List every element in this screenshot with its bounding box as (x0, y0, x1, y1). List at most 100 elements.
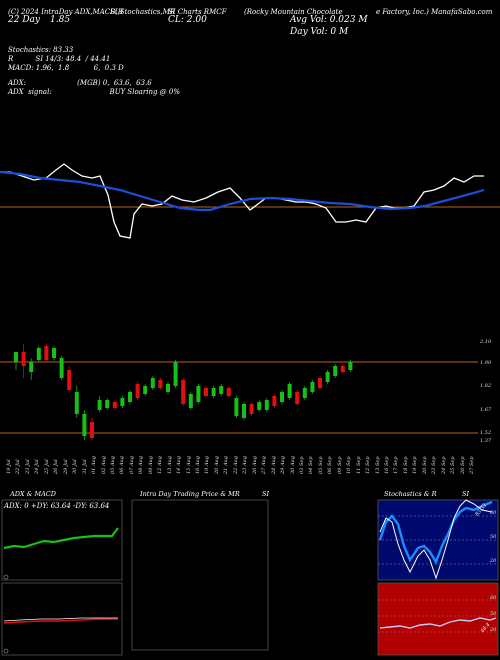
date-tick-label: 27 Sep (469, 456, 476, 474)
date-tick-label: 04 Sep (308, 456, 315, 474)
date-tick-label: 08 Aug (138, 456, 145, 474)
candle-body (67, 370, 72, 390)
date-label: 22 Day (8, 15, 40, 25)
candle-body (59, 358, 64, 378)
header-line1-mid2: SI Charts RMCF (168, 8, 227, 16)
candle-body (143, 386, 148, 394)
intra-panel-title: Intra Day Trading Price & MR (140, 490, 240, 498)
candle-body (150, 378, 155, 388)
candle-body (120, 398, 125, 406)
date-tick-label: 15 Aug (185, 456, 192, 474)
date-tick-label: 13 Sep (374, 456, 381, 474)
candle-body (112, 402, 117, 408)
date-tick-label: 31 Jul (81, 459, 88, 474)
close-label: CL: 2.00 (168, 15, 207, 25)
price-label: 1.52 (480, 430, 492, 436)
header-line1-mid: SI,Stochastics,MR (110, 8, 176, 16)
date-tick-label: 19 Sep (412, 456, 419, 474)
candle-body (74, 392, 79, 414)
candle-body (234, 398, 239, 416)
date-tick-label: 13 Aug (166, 456, 173, 474)
date-tick-label: 19 Jul (6, 459, 12, 474)
candlesticks (14, 344, 353, 440)
date-tick-label: 26 Aug (251, 456, 258, 474)
stochastics-readout: Stochastics: 83.33 (8, 46, 74, 54)
candle-body (181, 380, 186, 404)
price-label: 1.90 (480, 360, 492, 366)
candle-body (188, 394, 193, 408)
date-tick-label: 05 Sep (317, 456, 324, 474)
candle-body (44, 346, 49, 360)
candle-body (90, 422, 94, 438)
price-label: 1.67 (480, 407, 492, 413)
date-tick-label: 09 Aug (147, 456, 154, 474)
macd-readout: MACD: 1.96, 1.8 6, 0.3 D (8, 64, 124, 72)
date-tick-label: 19 Aug (204, 456, 211, 474)
date-tick-label: 12 Sep (365, 456, 372, 474)
candle-body (211, 388, 216, 396)
date-tick-label: 24 Sep (440, 456, 447, 474)
avg-vol-label: Avg Vol: 0.023 M (290, 15, 368, 25)
candle-body (310, 382, 315, 392)
candle-body (249, 404, 254, 414)
candle-body (325, 372, 330, 382)
candle-body (280, 392, 284, 402)
date-tick-label: 07 Aug (128, 456, 135, 474)
candle-body (272, 396, 277, 406)
date-axis: 19 Jul 22 Jul 23 Jul 24 Jul 25 Jul 26 Jul 29 J… (0, 442, 480, 482)
candle-body (295, 392, 300, 404)
adx-signal-readout: ADX signal: BUY Sloaring @ 0% (8, 88, 180, 96)
date-tick-label: 10 Sep (346, 456, 353, 474)
candle-body (219, 386, 224, 394)
date-tick-label: 23 Sep (431, 456, 438, 474)
rsi-readout: R SI 14/3: 48.4 / 44.41 (8, 55, 111, 63)
candle-body (29, 362, 34, 372)
candle-body (128, 392, 132, 402)
date-tick-label: 23 Aug (242, 456, 249, 474)
date-tick-label: 02 Aug (100, 456, 107, 474)
stoch-level-label: 50 (490, 534, 497, 540)
candle-body (196, 386, 201, 402)
date-tick-label: 25 Sep (450, 456, 457, 474)
adx-values: ADX: 0 +DY: 63.64 -DY: 63.64 (4, 502, 110, 510)
adx-readout: ADX: (MGB) 0, 63.6, 63.6 (8, 79, 152, 87)
rsi-level-label: 50 (490, 611, 497, 617)
date-tick-label: 17 Sep (393, 456, 400, 474)
date-tick-label: 21 Aug (223, 456, 230, 474)
date-tick-label: 14 Aug (176, 456, 183, 474)
candle-body (340, 366, 345, 372)
date-tick-label: 18 Sep (402, 456, 409, 474)
candle-body (333, 366, 338, 376)
date-tick-label: 27 Aug (261, 456, 268, 474)
header-line1-right: (Rocky Mountain Chocolate (244, 8, 343, 16)
stoch-level-label: 80 (490, 510, 497, 516)
price-label: 2.10 (480, 339, 492, 345)
candle-body (348, 362, 353, 370)
date-tick-label: 01 Aug (91, 456, 98, 474)
price-label: 1.37 (480, 438, 492, 444)
date-tick-label: 20 Sep (421, 456, 428, 474)
date-tick-label: 29 Jul (62, 459, 69, 474)
moving-average-line (0, 170, 485, 212)
date-tick-label: 30 Aug (289, 456, 296, 474)
day-vol-label: Day Vol: 0 M (290, 27, 349, 37)
candle-body (21, 352, 26, 366)
candle-body (204, 388, 208, 396)
candle-body (158, 380, 163, 388)
date-tick-label: 20 Aug (213, 456, 220, 474)
adx-panel-title: ADX & MACD (10, 490, 56, 498)
candle-body (287, 384, 292, 398)
candle-body (36, 348, 41, 360)
stoch-panel-title: Stochastics & R (384, 490, 437, 498)
rsi-level-label: 20 (490, 627, 497, 633)
candle-body (166, 384, 170, 392)
date-tick-label: 06 Aug (119, 456, 126, 474)
date-tick-label: 23 Jul (24, 459, 31, 474)
header-line1-right2: e Factory, Inc.) ManafaSabo.com (376, 8, 493, 16)
date-tick-label: 28 Aug (270, 456, 277, 474)
candle-body (105, 400, 110, 408)
price-label: 1.82 (480, 383, 492, 389)
candle-body (135, 384, 140, 398)
date-tick-label: 05 Aug (109, 456, 116, 474)
